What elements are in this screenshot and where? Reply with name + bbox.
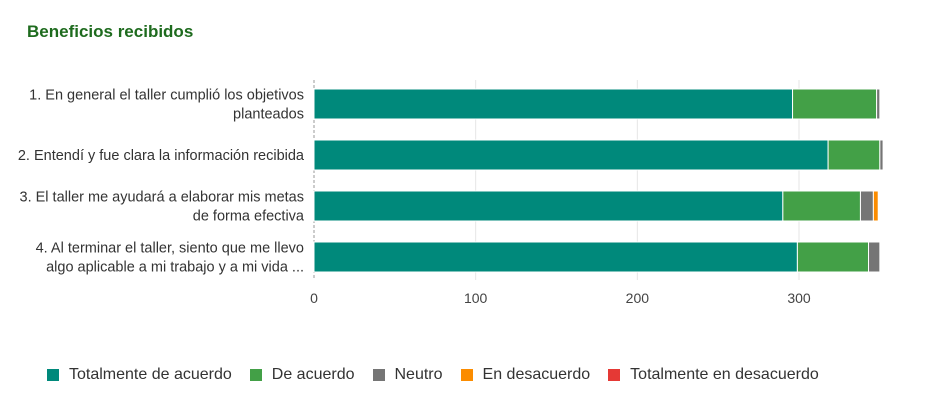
category-label: de forma efectiva [193, 209, 305, 225]
category-label: algo aplicable a mi trabajo y a mi vida … [46, 260, 304, 276]
legend-swatch [460, 369, 473, 381]
legend-item[interactable]: En desacuerdo [460, 366, 591, 384]
legend-label: De acuerdo [271, 366, 355, 383]
stacked-bar-chart: 0 100 200 300 1. En general el taller cumpli… [18, 80, 884, 306]
bar-segment [872, 190, 879, 222]
x-tick-label: 300 [787, 290, 811, 306]
bar-segment [313, 139, 829, 171]
legend-swatch [372, 369, 385, 381]
category-label: planteados [233, 107, 304, 123]
bar-segment [313, 241, 798, 273]
category-label: 3. El taller me ayudará a elaborar mis m… [20, 190, 305, 206]
bar-segment [782, 190, 861, 222]
legend-item[interactable]: Totalmente en desacuerdo [608, 366, 819, 384]
legend-swatch [47, 369, 59, 381]
category-label: 4. Al terminar el taller, siento que me … [36, 241, 304, 257]
legend-label: Totalmente de acuerdo [69, 366, 232, 383]
bar-segment [876, 88, 881, 120]
category-label: 1. En general el taller cumplió los obje… [29, 88, 304, 104]
bar-segment [313, 190, 784, 222]
bar-segment [827, 139, 881, 171]
bar-segment [796, 241, 870, 273]
bar-segment [792, 88, 878, 120]
legend-item[interactable]: De acuerdo [249, 366, 355, 384]
legend: Totalmente de acuerdo De acuerdo Neutro En … [47, 366, 837, 384]
chart-title: Beneficios recibidos [27, 22, 194, 41]
legend-item[interactable]: Neutro [372, 366, 443, 384]
x-tick-label: 200 [626, 290, 650, 306]
bar-segment [859, 190, 874, 222]
category-label: 2. Entendí y fue clara la información re… [18, 148, 305, 164]
legend-label: Totalmente en desacuerdo [630, 366, 819, 383]
legend-label: En desacuerdo [482, 366, 591, 383]
bar-segment [879, 139, 884, 171]
x-tick-label: 100 [464, 290, 488, 306]
x-tick-label: 0 [310, 290, 318, 306]
legend-item[interactable]: Totalmente de acuerdo [47, 366, 232, 384]
legend-swatch [249, 369, 262, 381]
bar-segment [868, 241, 881, 273]
bar-segment [313, 88, 794, 120]
legend-label: Neutro [394, 366, 443, 383]
legend-swatch [608, 369, 621, 381]
